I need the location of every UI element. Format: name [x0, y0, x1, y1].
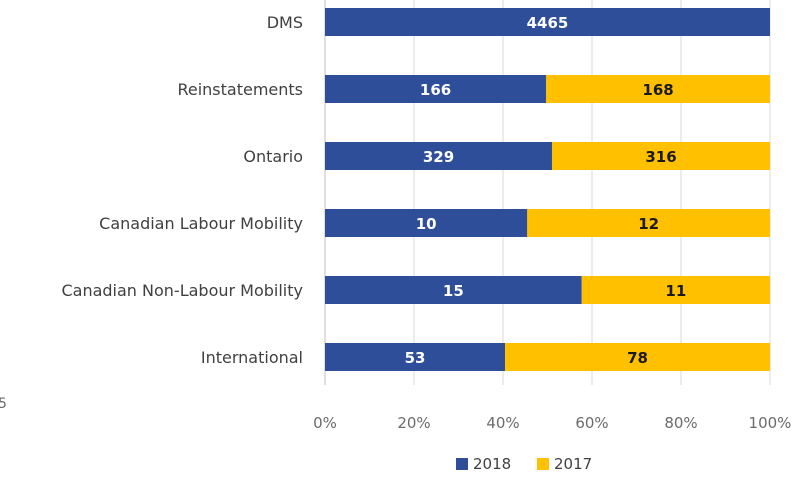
category-label: Ontario — [243, 147, 303, 166]
category-label: DMS — [267, 13, 303, 32]
bar-value-label: 4465 — [527, 14, 569, 32]
x-tick-label: 0% — [313, 414, 337, 432]
bar-value-label: 316 — [645, 148, 676, 166]
bar-2017 — [581, 276, 770, 304]
x-tick-label: 60% — [575, 414, 608, 432]
x-tick-label: 40% — [486, 414, 519, 432]
bar-value-label: 15 — [443, 282, 464, 300]
legend-label-2018: 2018 — [473, 455, 511, 473]
x-tick-label: 20% — [397, 414, 430, 432]
x-tick-label: 80% — [664, 414, 697, 432]
x-tick-labels: 0% 20% 40% 60% 80% 100% — [313, 414, 791, 432]
bar-value-label: 10 — [416, 215, 437, 233]
category-label: Reinstatements — [177, 80, 303, 99]
bar-2018 — [325, 75, 547, 103]
bar-value-label: 12 — [638, 215, 659, 233]
legend-swatch-2018 — [456, 458, 468, 470]
bar-value-label: 78 — [627, 349, 648, 367]
legend-swatch-2017 — [537, 458, 549, 470]
bar-value-label: 53 — [405, 349, 426, 367]
category-label: Canadian Labour Mobility — [99, 214, 303, 233]
bar-value-label: 168 — [642, 81, 673, 99]
bar-2018 — [325, 209, 528, 237]
category-labels: DMS Reinstatements Ontario Canadian Labour … — [61, 13, 303, 367]
bar-value-label: 329 — [423, 148, 454, 166]
bar-value-label: 166 — [420, 81, 451, 99]
stray-edge-text: 5 — [0, 396, 7, 412]
category-label: International — [201, 348, 303, 367]
category-label: Canadian Non-Labour Mobility — [61, 281, 303, 300]
bar-2018 — [325, 142, 552, 170]
bar-2017 — [551, 142, 770, 170]
bar-value-label: 11 — [665, 282, 686, 300]
legend-label-2017: 2017 — [554, 455, 592, 473]
gridlines — [324, 0, 771, 385]
bar-2017 — [546, 75, 770, 103]
bars: 4465 166 168 329 316 10 12 15 11 53 78 — [325, 8, 770, 371]
legend: 2018 2017 — [456, 455, 592, 473]
x-tick-label: 100% — [749, 414, 792, 432]
bar-2018 — [325, 8, 770, 36]
bar-2017 — [527, 209, 770, 237]
bar-2018 — [325, 343, 506, 371]
bar-2017 — [505, 343, 770, 371]
bar-2018 — [325, 276, 582, 304]
